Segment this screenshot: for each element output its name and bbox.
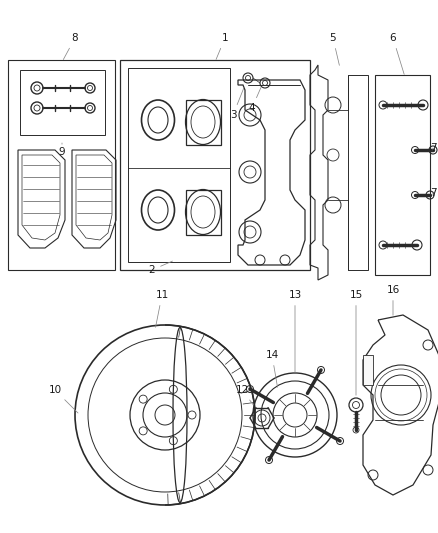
Bar bbox=[186, 100, 221, 145]
Bar bbox=[8, 60, 115, 270]
Text: 9: 9 bbox=[59, 143, 65, 157]
Text: 12: 12 bbox=[235, 385, 253, 405]
Text: 3: 3 bbox=[230, 87, 244, 120]
Text: 2: 2 bbox=[148, 261, 173, 275]
Text: 6: 6 bbox=[390, 33, 404, 74]
Text: 10: 10 bbox=[49, 385, 78, 413]
Text: 11: 11 bbox=[155, 290, 169, 327]
Text: 14: 14 bbox=[265, 350, 279, 387]
Text: 8: 8 bbox=[64, 33, 78, 60]
Bar bbox=[20, 70, 105, 135]
Text: 7: 7 bbox=[430, 143, 436, 153]
Bar bbox=[186, 190, 221, 235]
Text: 15: 15 bbox=[350, 290, 363, 395]
Text: 13: 13 bbox=[288, 290, 302, 372]
Text: 1: 1 bbox=[216, 33, 228, 60]
Bar bbox=[120, 60, 310, 270]
Text: 5: 5 bbox=[330, 33, 339, 66]
Text: 16: 16 bbox=[386, 285, 399, 315]
Text: 7: 7 bbox=[430, 188, 436, 198]
Bar bbox=[128, 68, 230, 262]
Text: 4: 4 bbox=[249, 87, 261, 113]
Polygon shape bbox=[363, 355, 373, 385]
Bar bbox=[375, 75, 430, 275]
